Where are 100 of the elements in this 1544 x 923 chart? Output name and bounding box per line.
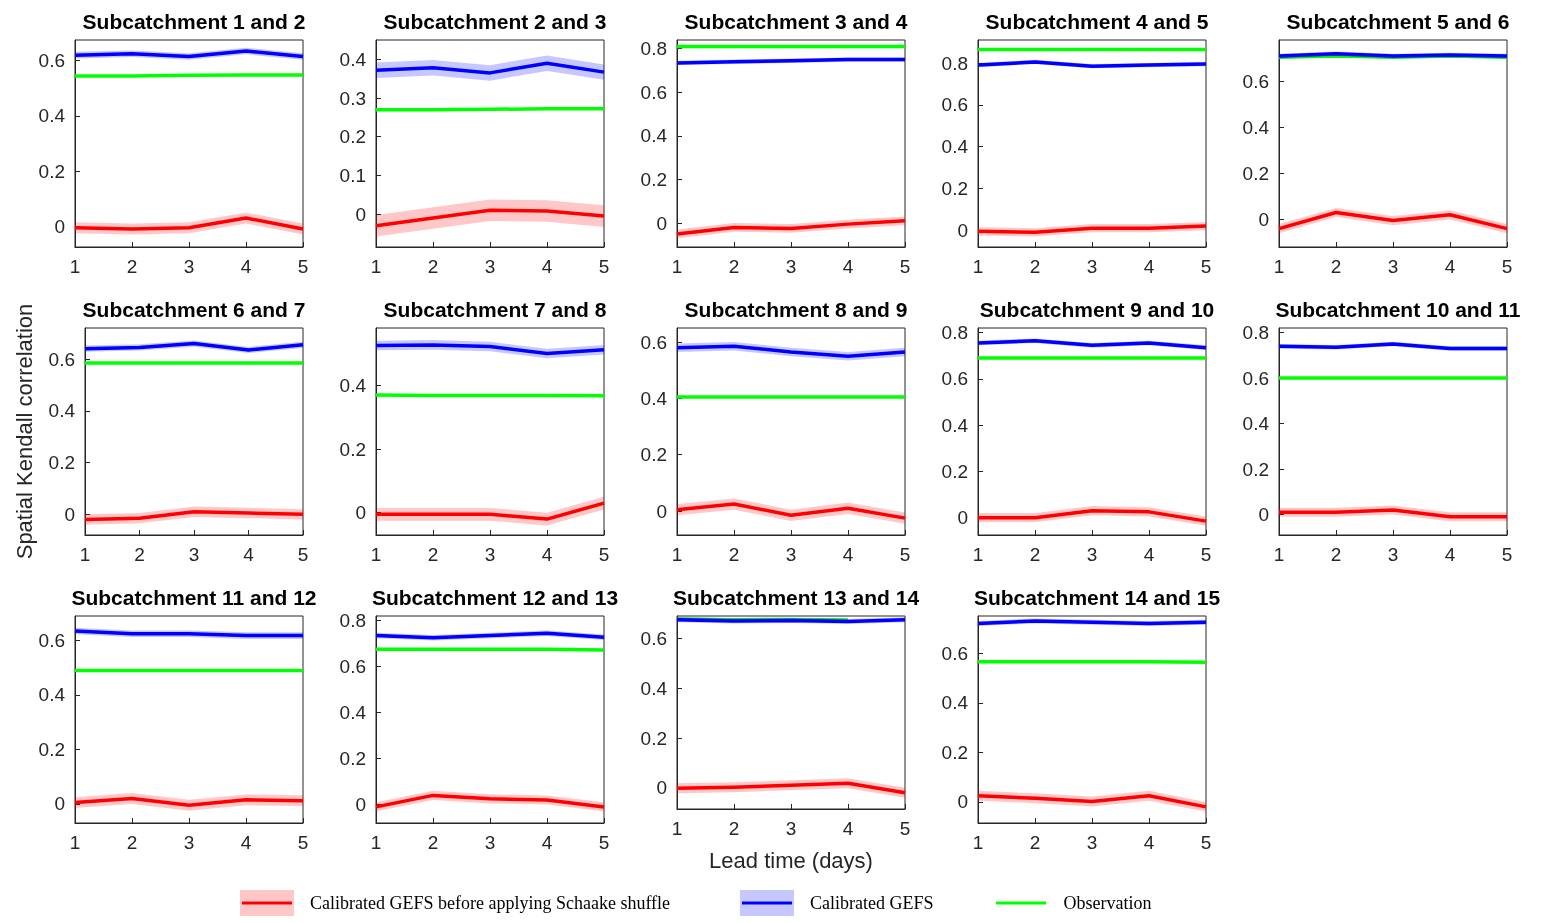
y-tick-label: 0 xyxy=(54,793,65,815)
y-tick-label: 0.8 xyxy=(640,38,667,60)
chart-title: Subcatchment 14 and 15 xyxy=(973,586,1221,609)
x-tick-label: 4 xyxy=(240,256,252,277)
x-tick-label: 1 xyxy=(972,256,984,277)
y-axis-title: Spatial Kendall correlation xyxy=(11,303,37,560)
y-tick-label: 0 xyxy=(957,791,968,813)
y-tick-label: 0.4 xyxy=(941,414,969,436)
x-tick-label: 3 xyxy=(785,256,797,277)
x-tick-label: 1 xyxy=(79,544,91,565)
y-tick-label: 0.4 xyxy=(941,136,969,158)
y-tick-label: 0 xyxy=(355,794,366,816)
x-tick-label: 1 xyxy=(972,544,984,565)
x-tick-label: 2 xyxy=(728,544,740,565)
x-tick-label: 3 xyxy=(1086,256,1098,277)
x-tick-label: 4 xyxy=(1444,256,1456,277)
x-tick-label: 5 xyxy=(297,256,309,277)
chart-title: Subcatchment 7 and 8 xyxy=(383,298,607,321)
y-tick-label: 0.3 xyxy=(339,87,366,109)
chart-title: Subcatchment 13 and 14 xyxy=(672,586,920,609)
x-tick-label: 2 xyxy=(126,256,138,277)
x-tick-label: 2 xyxy=(1029,544,1041,565)
x-tick-label: 1 xyxy=(671,256,683,277)
x-tick-label: 3 xyxy=(785,818,797,839)
y-tick-label: 0 xyxy=(1258,208,1269,230)
x-tick-label: 3 xyxy=(1086,544,1098,565)
x-tick-label: 4 xyxy=(1143,832,1155,853)
x-tick-label: 1 xyxy=(370,544,382,565)
chart-title: Subcatchment 10 and 11 xyxy=(1275,298,1521,321)
y-tick-label: 0.2 xyxy=(640,727,667,749)
x-tick-label: 4 xyxy=(541,544,553,565)
y-tick-label: 0.4 xyxy=(48,400,76,422)
y-tick-label: 0.6 xyxy=(339,656,366,678)
y-tick-label: 0.2 xyxy=(1242,458,1269,480)
x-tick-label: 3 xyxy=(1086,832,1098,853)
x-tick-label: 3 xyxy=(1387,544,1399,565)
legend-label: Calibrated GEFS xyxy=(810,892,934,914)
y-tick-label: 0.8 xyxy=(1242,322,1269,344)
x-tick-label: 5 xyxy=(1501,544,1513,565)
y-tick-label: 0.2 xyxy=(38,738,65,760)
x-tick-label: 3 xyxy=(484,256,496,277)
y-tick-label: 0 xyxy=(656,212,667,234)
x-tick-label: 1 xyxy=(972,832,984,853)
x-tick-label: 5 xyxy=(297,832,309,853)
chart-title: Subcatchment 2 and 3 xyxy=(383,10,607,33)
x-tick-label: 1 xyxy=(1273,544,1285,565)
x-tick-label: 1 xyxy=(671,818,683,839)
x-tick-label: 2 xyxy=(427,832,439,853)
x-tick-label: 4 xyxy=(541,832,553,853)
x-tick-label: 1 xyxy=(1273,256,1285,277)
chart-title: Subcatchment 6 and 7 xyxy=(82,298,306,321)
x-tick-label: 5 xyxy=(1200,544,1212,565)
y-tick-label: 0 xyxy=(957,219,968,241)
chart-title: Subcatchment 11 and 12 xyxy=(71,586,317,609)
y-tick-label: 0.2 xyxy=(1242,162,1269,184)
y-tick-label: 0 xyxy=(656,777,667,799)
y-tick-label: 0.8 xyxy=(339,610,366,632)
legend-label: Calibrated GEFS before applying Schaake shuffle xyxy=(310,892,671,914)
y-tick-label: 0.2 xyxy=(640,168,667,190)
x-tick-label: 3 xyxy=(1387,256,1399,277)
x-tick-label: 4 xyxy=(243,544,255,565)
y-tick-label: 0.4 xyxy=(941,692,969,714)
y-tick-label: 0.4 xyxy=(339,374,367,396)
y-tick-label: 0.2 xyxy=(941,177,968,199)
y-tick-label: 0 xyxy=(355,203,366,225)
x-tick-label: 1 xyxy=(370,832,382,853)
y-tick-label: 0.4 xyxy=(1242,116,1270,138)
legend-label: Observation xyxy=(1063,892,1152,914)
y-tick-label: 0.6 xyxy=(38,630,65,652)
y-tick-label: 0.4 xyxy=(339,48,367,70)
x-tick-label: 2 xyxy=(728,256,740,277)
y-tick-label: 0 xyxy=(64,503,75,525)
chart-title: Subcatchment 5 and 6 xyxy=(1286,10,1510,33)
x-tick-label: 4 xyxy=(1143,544,1155,565)
x-tick-label: 5 xyxy=(1200,832,1212,853)
y-tick-label: 0.6 xyxy=(941,368,968,390)
x-tick-label: 5 xyxy=(1501,256,1513,277)
y-tick-label: 0.2 xyxy=(48,452,75,474)
y-tick-label: 0 xyxy=(957,507,968,529)
y-tick-label: 0.2 xyxy=(339,438,366,460)
y-tick-label: 0.4 xyxy=(640,387,668,409)
x-tick-label: 1 xyxy=(370,256,382,277)
y-tick-label: 0.4 xyxy=(38,684,66,706)
x-tick-label: 3 xyxy=(484,544,496,565)
y-tick-label: 0.4 xyxy=(1242,413,1270,435)
x-tick-label: 2 xyxy=(427,256,439,277)
chart-title: Subcatchment 3 and 4 xyxy=(684,10,908,33)
y-tick-label: 0.6 xyxy=(640,331,667,353)
y-tick-label: 0.8 xyxy=(941,52,968,74)
x-tick-label: 4 xyxy=(240,832,252,853)
x-axis-title: Lead time (days) xyxy=(709,847,873,873)
x-tick-label: 4 xyxy=(541,256,553,277)
x-tick-label: 2 xyxy=(1330,256,1342,277)
x-tick-label: 2 xyxy=(728,818,740,839)
x-tick-label: 2 xyxy=(1029,832,1041,853)
x-tick-label: 2 xyxy=(1029,256,1041,277)
x-tick-label: 5 xyxy=(598,544,610,565)
y-tick-label: 0.6 xyxy=(941,94,968,116)
x-tick-label: 2 xyxy=(134,544,145,565)
x-tick-label: 4 xyxy=(842,818,854,839)
